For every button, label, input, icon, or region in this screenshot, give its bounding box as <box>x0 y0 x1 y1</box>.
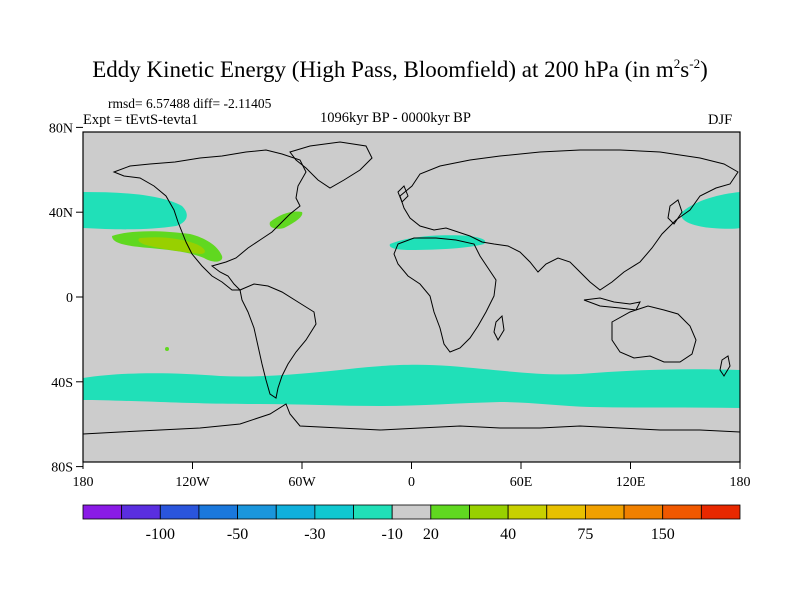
season-label: DJF <box>708 112 733 128</box>
lon-tick-label: 120W <box>175 475 210 490</box>
colorbar-swatch <box>546 504 586 520</box>
colorbar-swatch <box>275 504 316 520</box>
colorbar-swatch <box>314 504 354 520</box>
greenland-outline <box>289 141 373 189</box>
lat-tick-label: 0 <box>66 291 73 306</box>
lat-tick-label: 40S <box>51 376 73 391</box>
japan-outline <box>667 199 683 225</box>
lat-tick-label: 80S <box>51 461 73 476</box>
colorbar-swatch <box>159 504 200 520</box>
map-background <box>83 132 740 462</box>
small-anomaly-speck <box>165 347 169 351</box>
southern-ocean-negative-band <box>83 364 740 408</box>
lon-tick-label: 0 <box>408 475 415 490</box>
colorbar-label: 20 <box>423 526 439 543</box>
colorbar-swatch <box>662 504 702 520</box>
colorbar-label: 150 <box>651 526 675 543</box>
lon-tick-label: 120E <box>616 475 646 490</box>
colorbar-swatch <box>237 504 277 520</box>
africa-outline <box>393 237 497 353</box>
lat-tick-label: 40N <box>49 206 73 221</box>
north-pacific-west-band <box>83 192 187 230</box>
lon-tick-label: 180 <box>73 475 94 490</box>
europe-asia-outline <box>399 149 739 291</box>
colorbar-swatch <box>623 504 664 520</box>
madagascar-outline <box>493 314 505 342</box>
colorbar: -100 -50 -30 -10 20 40 75 150 <box>82 504 741 543</box>
colorbar-swatch <box>430 504 470 520</box>
colorbar-label: 75 <box>577 526 593 543</box>
colorbar-label: -100 <box>146 526 175 543</box>
colorbar-label: 40 <box>500 526 516 543</box>
colorbar-swatch <box>469 504 509 520</box>
continent-outlines <box>82 141 741 435</box>
antarctica-outline <box>82 403 741 435</box>
south-america-outline <box>239 283 317 399</box>
colorbar-swatch <box>82 504 123 520</box>
indonesia-outline <box>583 297 641 311</box>
colorbar-label: -10 <box>382 526 403 543</box>
colorbar-swatch <box>391 504 432 520</box>
australia-outline <box>611 305 697 363</box>
plot-title: Eddy Kinetic Energy (High Pass, Bloomfie… <box>92 56 708 82</box>
north-pacific-east-band <box>681 192 740 229</box>
colorbar-label: -30 <box>304 526 325 543</box>
uk-outline <box>397 185 409 203</box>
lon-tick-label: 60W <box>288 475 316 490</box>
colorbar-swatch <box>198 504 238 520</box>
colorbar-swatch <box>700 504 741 520</box>
lon-tick-label: 60E <box>510 475 533 490</box>
north-africa-band <box>389 235 486 250</box>
colorbar-swatch <box>507 504 548 520</box>
stats-text: rmsd= 6.57488 diff= -2.11405 <box>108 96 272 111</box>
lon-tick-label: 180 <box>730 475 751 490</box>
north-america-outline <box>112 149 307 291</box>
colorbar-swatch <box>585 504 625 520</box>
colorbar-label: -50 <box>227 526 248 543</box>
colorbar-swatch <box>121 504 161 520</box>
experiment-label: Expt = tEvtS-tevta1 <box>83 112 199 128</box>
atlantic-coast-positive <box>269 211 303 229</box>
subtropical-pacific-positive-core <box>138 237 205 254</box>
period-label: 1096kyr BP - 0000kyr BP <box>320 110 471 126</box>
colorbar-swatch <box>353 504 393 520</box>
lat-tick-label: 80N <box>49 121 73 136</box>
new-zealand-outline <box>719 355 731 377</box>
anomaly-fields <box>83 192 740 408</box>
